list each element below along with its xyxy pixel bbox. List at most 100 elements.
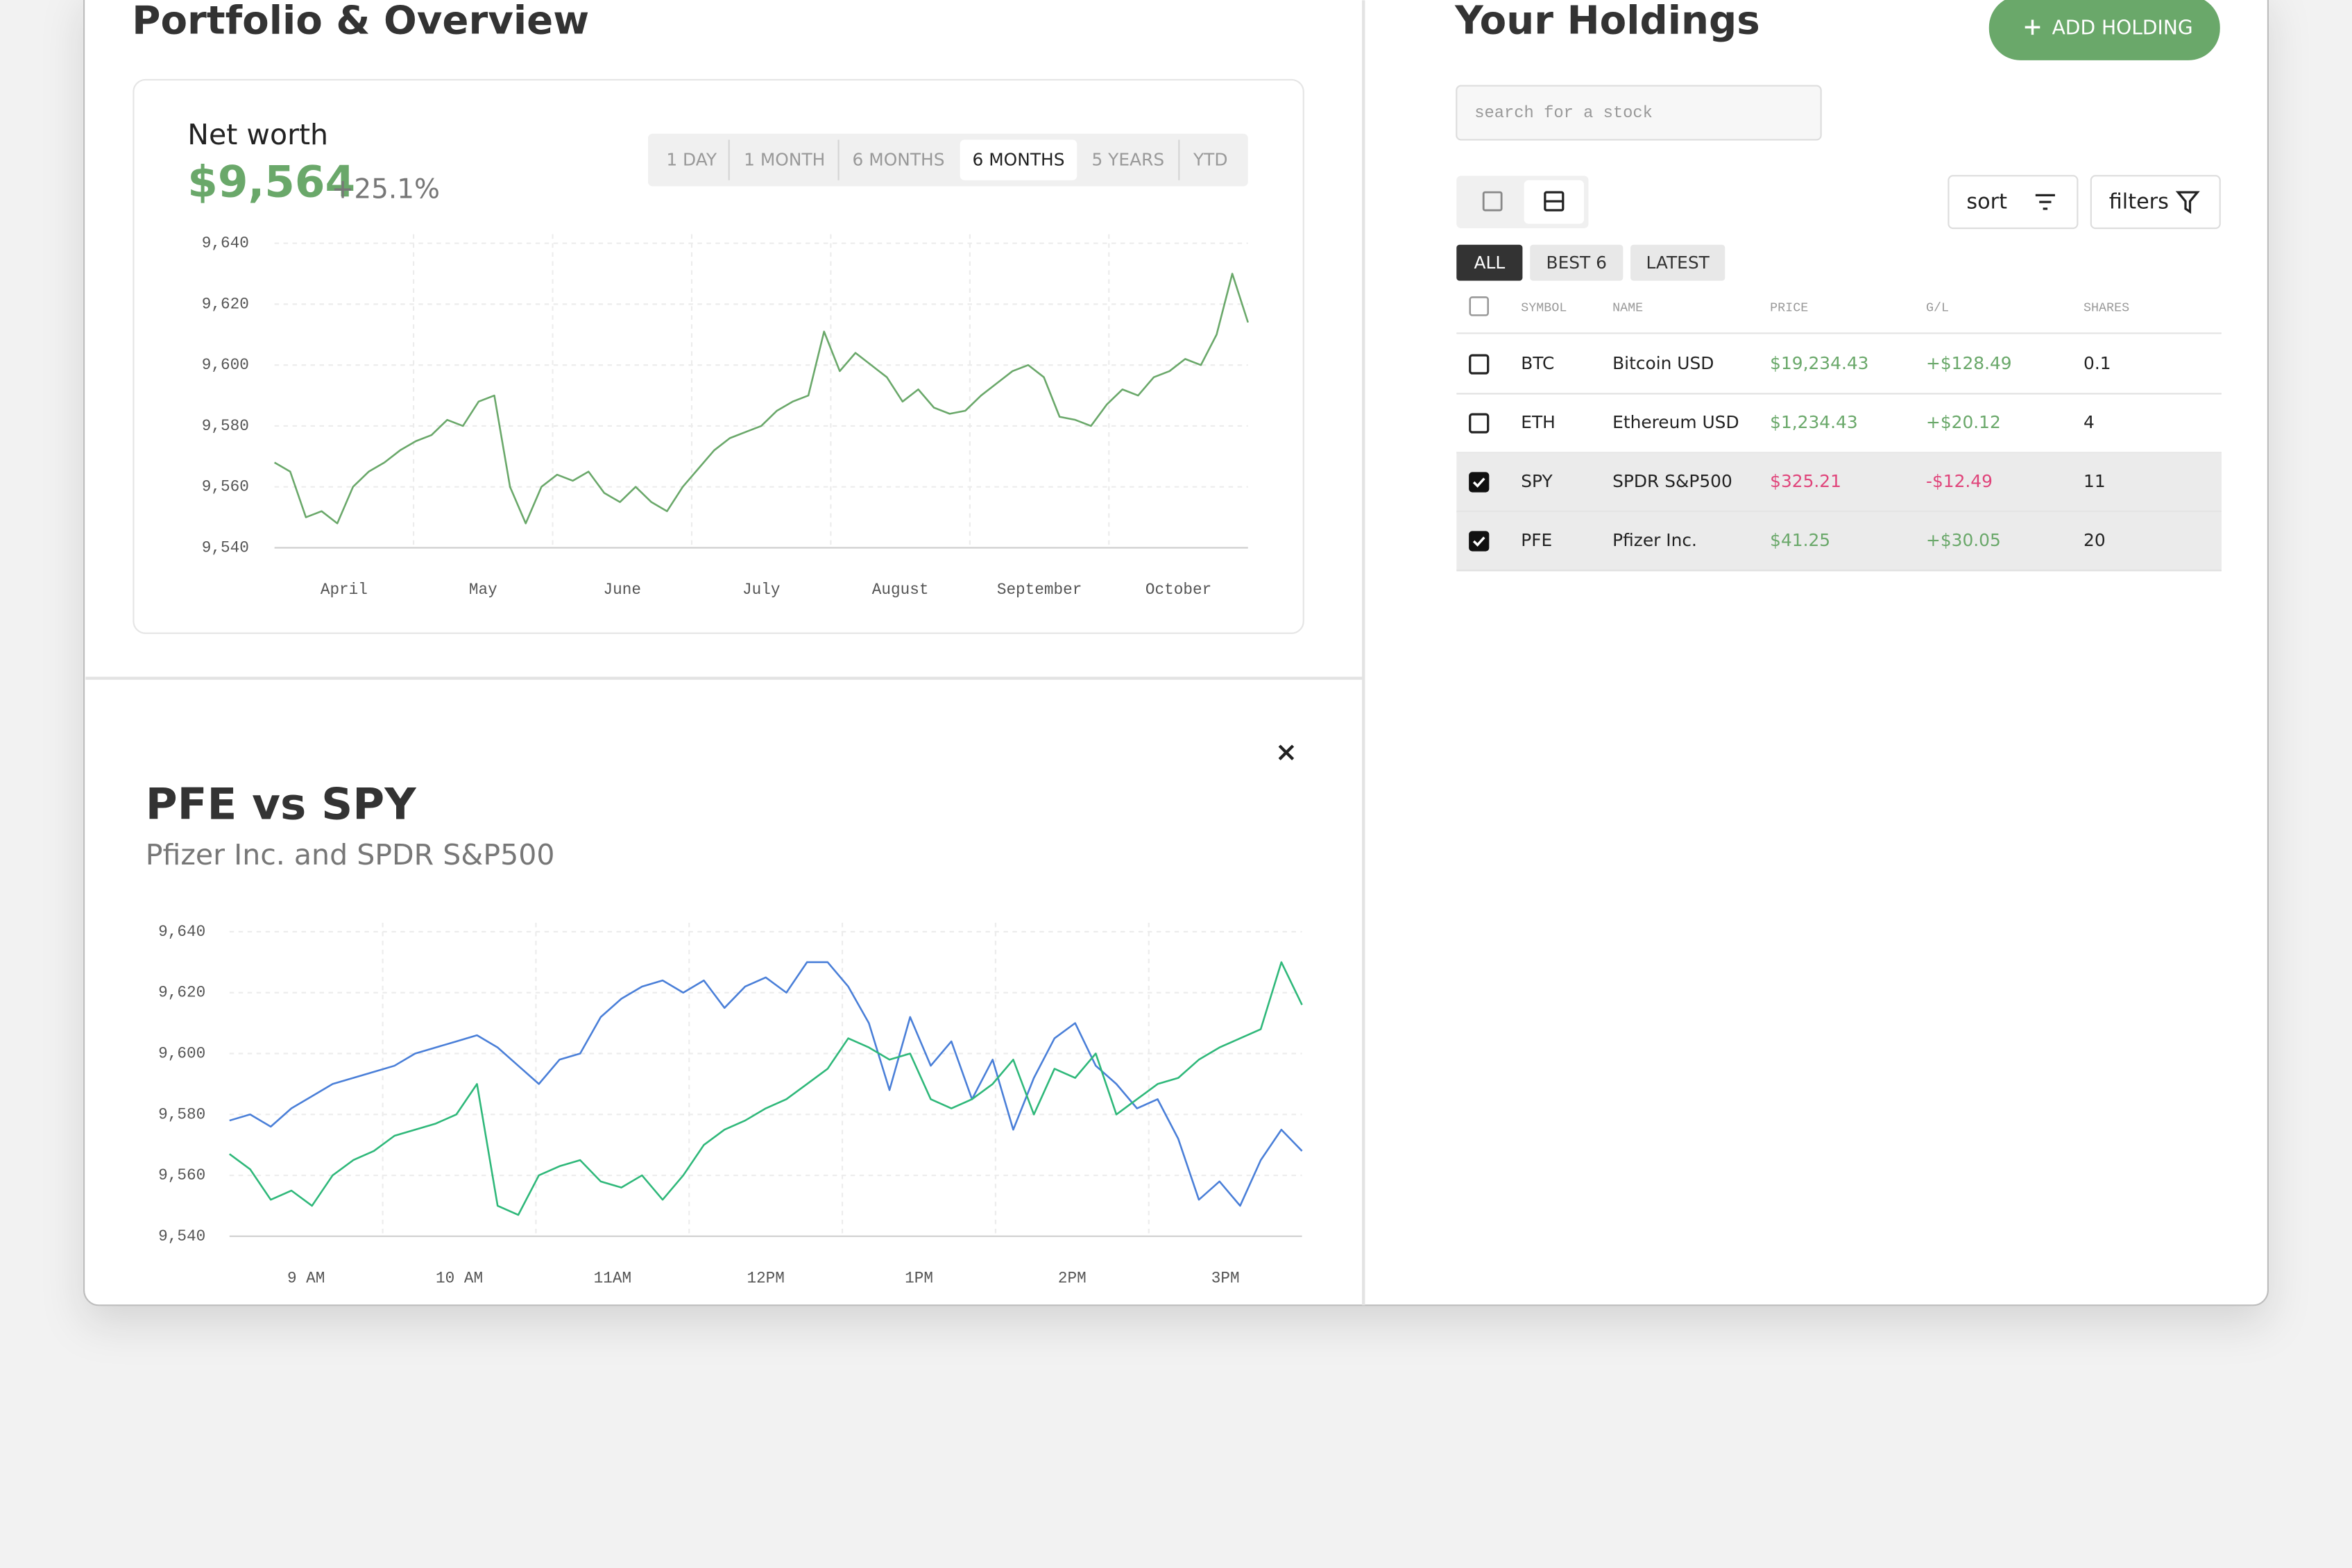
gain-loss: +$20.12	[1926, 412, 2001, 432]
table-row[interactable]: PFE Pfizer Inc. $41.25 +$30.05 20	[1456, 511, 2222, 572]
sort-button[interactable]: sort	[1948, 175, 2079, 230]
line-series	[273, 273, 1250, 525]
net-worth-change: +25.1%	[332, 173, 440, 205]
search-box[interactable]: search for a stock	[1456, 85, 1822, 141]
tab-label: LATEST	[1646, 253, 1710, 273]
button-bg	[2090, 175, 2221, 230]
plus-icon	[2025, 19, 2040, 35]
y-tick-label: 9,620	[158, 984, 205, 1002]
icon	[1482, 191, 1503, 212]
name: Bitcoin USD	[1612, 353, 1714, 373]
filters-button[interactable]: filters	[2090, 175, 2221, 230]
add-holding-button[interactable]: ADD HOLDING	[1988, 0, 2220, 60]
tab[interactable]: BEST 6	[1530, 244, 1624, 281]
x-tick-label: June	[604, 581, 641, 599]
row-selected-bg	[1456, 452, 2222, 512]
x-tick-label: 3PM	[1211, 1269, 1240, 1287]
x-tick-label: October	[1145, 581, 1211, 599]
tab-bg	[1530, 244, 1624, 281]
symbol: BTC	[1521, 353, 1554, 373]
range-button[interactable]: 1 MONTH	[728, 139, 826, 180]
range-button[interactable]: 6 MONTHS	[837, 139, 945, 180]
checkbox[interactable]	[1469, 296, 1489, 316]
tab[interactable]: ALL	[1456, 244, 1523, 281]
button-label: ADD HOLDING	[2052, 16, 2193, 39]
filter-icon	[2175, 191, 2200, 214]
check-mark	[1472, 536, 1485, 547]
check-mark	[1472, 477, 1485, 488]
checkbox[interactable]	[1469, 472, 1490, 493]
gain-loss: +$128.49	[1926, 353, 2012, 373]
sort-icon	[2035, 194, 2055, 210]
line-series	[229, 961, 1303, 1207]
range-active	[960, 139, 1077, 180]
section-title: Your Holdings	[1454, 0, 1760, 43]
name: Ethereum USD	[1612, 412, 1739, 432]
table-row[interactable]: ETH Ethereum USD $1,234.43 +$20.12 4	[1456, 412, 2222, 454]
chart-subtitle: Pfizer Inc. and SPDR S&P500	[146, 838, 555, 871]
net-worth: $9,564	[187, 156, 355, 207]
x-tick-label: 9 AM	[287, 1269, 325, 1287]
checkbox[interactable]	[1469, 413, 1490, 434]
checkbox-box	[1469, 354, 1490, 375]
range-label: 6 MONTHS	[853, 150, 945, 170]
line-series	[229, 961, 1303, 1216]
range-button[interactable]: 6 MONTHS	[960, 139, 1077, 180]
price: $1,234.43	[1770, 412, 1858, 432]
column-header: SYMBOL	[1521, 300, 1567, 315]
table-header: SYMBOL NAME PRICE G/L SHARES	[1469, 296, 2129, 316]
name: Pfizer Inc.	[1612, 530, 1697, 550]
column-header: G/L	[1926, 300, 1949, 315]
shares: 20	[2083, 530, 2106, 550]
price: $325.21	[1770, 471, 1841, 491]
tab-bg	[1630, 244, 1725, 281]
row-selected-bg	[1456, 511, 2222, 571]
button-bg	[1988, 0, 2220, 60]
tab-bg	[1456, 244, 1523, 281]
x-tick-label: 10 AM	[436, 1269, 483, 1287]
x-tick-label: 11AM	[594, 1269, 631, 1287]
range-label: 5 YEARS	[1091, 150, 1164, 170]
shares: 11	[2083, 471, 2106, 491]
view-split[interactable]	[1524, 180, 1585, 224]
symbol: PFE	[1521, 530, 1552, 550]
y-tick-label: 9,640	[202, 235, 249, 253]
close-icon	[1278, 744, 1295, 760]
tab-label: BEST 6	[1546, 253, 1607, 273]
button-label: sort	[1966, 190, 2007, 214]
checkbox[interactable]	[1469, 531, 1490, 552]
range-selector	[647, 133, 1248, 187]
y-tick-label: 9,640	[158, 923, 205, 941]
range-button[interactable]: 5 YEARS	[1091, 150, 1164, 170]
price: $19,234.43	[1770, 353, 1868, 373]
y-tick-label: 9,540	[202, 538, 249, 556]
range-button[interactable]: YTD	[1178, 139, 1228, 180]
x-tick-label: 2PM	[1058, 1269, 1086, 1287]
shares: 4	[2083, 412, 2095, 432]
section-title: Portfolio & Overview	[132, 0, 589, 43]
chart-title: PFE vs SPY	[146, 779, 417, 830]
range-label: 1 MONTH	[744, 150, 825, 170]
chart-label: Net worth	[187, 118, 328, 151]
checkbox-box	[1469, 531, 1490, 552]
price: $41.25	[1770, 530, 1830, 550]
tab[interactable]: LATEST	[1630, 244, 1725, 281]
button-label: filters	[2109, 190, 2169, 214]
x-tick-label: September	[997, 581, 1082, 599]
x-tick-label: 1PM	[905, 1269, 933, 1287]
x-tick-label: July	[742, 581, 780, 599]
table-row[interactable]: SPY SPDR S&P500 $325.21 -$12.49 11	[1456, 452, 2222, 513]
range-label: YTD	[1193, 150, 1228, 170]
checkbox[interactable]	[1469, 354, 1490, 375]
close-button[interactable]	[1278, 744, 1295, 760]
checkbox-box	[1469, 413, 1490, 434]
x-tick-label: August	[872, 581, 929, 599]
table-row[interactable]: BTC Bitcoin USD $19,234.43 +$128.49 0.1	[1456, 353, 2222, 395]
view-single[interactable]	[1482, 191, 1503, 212]
range-button[interactable]: 1 DAY	[666, 150, 717, 170]
tab-label: ALL	[1474, 253, 1505, 273]
range-label: 6 MONTHS	[972, 150, 1064, 170]
y-tick-label: 9,600	[202, 356, 249, 374]
